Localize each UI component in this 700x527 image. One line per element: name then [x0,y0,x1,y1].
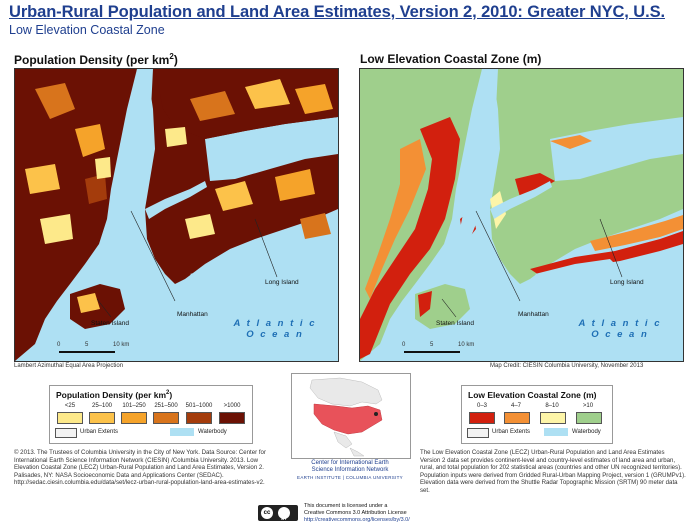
right-staten-island-label: Staten Island [436,320,474,327]
density-urban-extents-label: Urban Extents [80,429,119,435]
lecz-waterbody-swatch [544,428,568,436]
cc-by-label: BY [281,516,287,521]
density-class-label-2: 101–250 [122,403,146,409]
inset-nyc-marker [374,412,378,416]
ciesin-logo-line3: EARTH INSTITUTE | COLUMBIA UNIVERSITY [297,475,403,480]
density-swatch-2 [121,412,147,424]
density-class-label-4: 501–1000 [185,403,213,409]
lecz-class-label-2: 8–10 [545,403,559,409]
left-scale-tick-0: 0 [57,342,61,348]
inset-locator-map [291,373,411,459]
lecz-urban-extents-label: Urban Extents [492,429,531,435]
lecz-waterbody-label: Waterbody [572,429,601,435]
density-class-label-5: >1000 [223,403,241,409]
cc-by-badge[interactable]: cc BY [258,505,298,521]
ciesin-logo-line1: Center for International Earth [311,460,389,466]
right-map-title: Low Elevation Coastal Zone (m) [360,52,542,66]
density-swatch-4 [186,412,212,424]
left-citation-note: © 2013. The Trustees of Columbia Univers… [14,449,266,486]
lecz-class-label-3: >10 [582,403,594,409]
density-swatch-5 [219,412,245,424]
right-scale-bar: 0 5 10 km [402,342,484,356]
lecz-swatch-0 [469,412,495,424]
lecz-swatch-1 [504,412,530,424]
lecz-legend: Low Elevation Coastal Zone (m) 0–3 4–7 8… [461,385,613,444]
map-credit: Map Credit: CIESIN Columbia University, … [490,363,644,369]
density-class-label-3: 251–500 [154,403,178,409]
left-manhattan-label: Manhattan [177,311,208,318]
page-title: Urban-Rural Population and Land Area Est… [9,3,665,21]
right-manhattan-leader-line [475,210,521,302]
right-atlantic-ocean-label: A t l a n t i c O c e a n [578,318,662,340]
population-density-legend: Population Density (per km2) <25 25–100 … [49,385,253,444]
right-long-island-leader-line [599,218,623,278]
left-scale-tick-5: 5 [85,342,89,348]
left-staten-island-label: Staten Island [91,320,129,327]
staten-island-leader-line [96,298,112,318]
density-class-label-1: 25–100 [91,403,113,409]
lecz-map[interactable]: Staten Island Manhattan Long Island A t … [359,68,684,362]
right-long-island-label: Long Island [610,279,644,286]
right-staten-island-leader-line [441,298,457,318]
population-density-map[interactable]: Staten Island Manhattan Long Island A t … [14,68,339,362]
population-density-map-canvas [15,69,338,361]
density-swatch-3 [153,412,179,424]
left-atlantic-ocean-label: A t l a n t i c O c e a n [233,318,317,340]
license-text: This document is licensed under a Creati… [304,503,410,524]
density-class-label-0: <25 [64,403,76,409]
right-description-note: The Low Elevation Coastal Zone (LECZ) Ur… [420,449,686,494]
lecz-legend-title: Low Elevation Coastal Zone (m) [468,390,597,400]
ciesin-logo-line2: Science Information Network [311,467,389,473]
left-map-title: Population Density (per km2) [14,52,178,67]
lecz-map-canvas [360,69,683,361]
right-scale-tick-10: 10 km [458,342,475,348]
right-scale-tick-0: 0 [402,342,406,348]
right-scale-tick-5: 5 [430,342,434,348]
lecz-urban-extents-swatch [467,428,489,438]
density-legend-title: Population Density (per km2) [56,390,173,400]
inset-locator-canvas [292,374,410,458]
lecz-class-label-0: 0–3 [476,403,487,409]
density-waterbody-swatch [170,428,194,436]
left-long-island-label: Long Island [265,279,299,286]
density-waterbody-label: Waterbody [198,429,227,435]
left-scale-bar: 0 5 10 km [57,342,139,356]
density-swatch-0 [57,412,83,424]
left-scale-line [59,351,115,353]
right-scale-line [404,351,460,353]
page-subtitle: Low Elevation Coastal Zone [9,23,165,37]
right-manhattan-label: Manhattan [518,311,549,318]
lecz-class-label-1: 4–7 [510,403,521,409]
projection-note: Lambert Azimuthal Equal Area Projection [14,363,124,369]
lecz-swatch-3 [576,412,602,424]
license-line1: This document is licensed under a [304,503,388,509]
manhattan-leader-line [130,210,176,302]
density-swatch-1 [89,412,115,424]
license-line2: Creative Commons 3.0 Attribution License [304,510,407,516]
ciesin-logo: Center for International Earth Science I… [291,460,409,481]
person-icon [278,507,290,519]
cc-icon: cc [261,507,273,519]
license-url-link[interactable]: http://creativecommons.org/licenses/by/3… [304,517,410,523]
long-island-leader-line [254,218,278,278]
left-scale-tick-10: 10 km [113,342,130,348]
density-urban-extents-swatch [55,428,77,438]
lecz-swatch-2 [540,412,566,424]
